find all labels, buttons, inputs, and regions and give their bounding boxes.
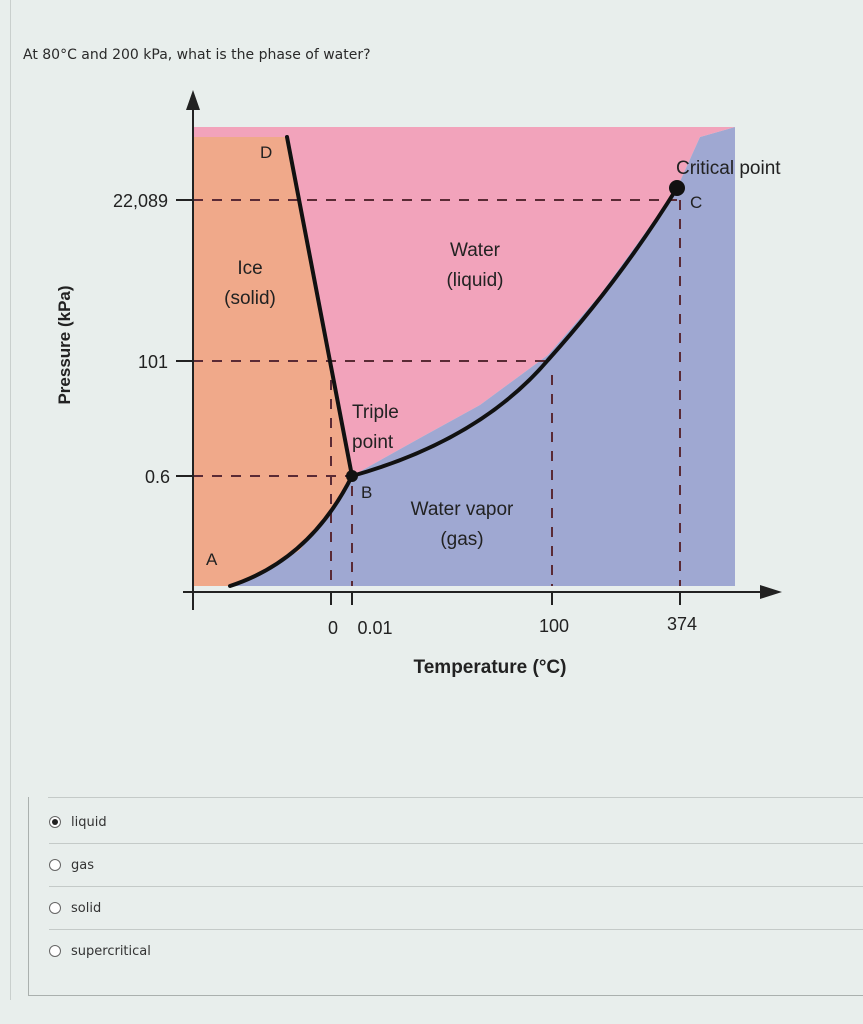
option-solid[interactable]: solid bbox=[49, 887, 863, 930]
vapor-label-2: (gas) bbox=[440, 529, 483, 550]
radio-selected-icon[interactable] bbox=[49, 816, 61, 828]
fusion-curve bbox=[285, 135, 354, 478]
vapor-region bbox=[230, 127, 735, 586]
ice-label-1: Ice bbox=[237, 258, 262, 279]
critical-point-marker bbox=[669, 180, 685, 196]
option-label: gas bbox=[71, 857, 94, 873]
point-c-label: C bbox=[690, 193, 702, 212]
point-a-label: A bbox=[206, 550, 218, 569]
point-b-label: B bbox=[361, 483, 372, 502]
y-axis-label: Pressure (kPa) bbox=[55, 285, 74, 404]
y-tick-101: 101 bbox=[138, 352, 168, 372]
liquid-label-2: (liquid) bbox=[446, 270, 503, 291]
y-tick-22089: 22,089 bbox=[113, 191, 168, 211]
liquid-region bbox=[287, 137, 700, 476]
triple-point-marker bbox=[346, 470, 358, 482]
divider bbox=[48, 797, 863, 798]
x-axis-arrow-icon bbox=[760, 585, 782, 599]
x-tick-0.01: 0.01 bbox=[357, 618, 392, 638]
radio-icon[interactable] bbox=[49, 859, 61, 871]
question-frame bbox=[10, 0, 859, 1000]
option-label: liquid bbox=[71, 814, 107, 830]
option-liquid[interactable]: liquid bbox=[49, 801, 863, 844]
option-label: solid bbox=[71, 900, 102, 916]
point-d-label: D bbox=[260, 143, 272, 162]
critical-point-label: Critical point bbox=[676, 158, 781, 179]
y-tick-0.6: 0.6 bbox=[145, 467, 170, 487]
x-tick-374: 374 bbox=[667, 614, 697, 634]
option-label: supercritical bbox=[71, 943, 151, 959]
ice-label-2: (solid) bbox=[224, 288, 276, 309]
option-gas[interactable]: gas bbox=[49, 844, 863, 887]
sublimation-curve bbox=[228, 474, 354, 588]
answer-options: liquid gas solid supercritical bbox=[28, 797, 863, 996]
radio-icon[interactable] bbox=[49, 902, 61, 914]
liquid-label-1: Water bbox=[450, 240, 501, 261]
phase-diagram: 22,089 101 0.6 0 0.01 100 374 Temperatur… bbox=[55, 90, 782, 678]
option-supercritical[interactable]: supercritical bbox=[49, 930, 863, 972]
y-axis-arrow-icon bbox=[186, 90, 200, 110]
vaporization-curve bbox=[350, 186, 679, 478]
vapor-label-1: Water vapor bbox=[411, 499, 514, 520]
radio-icon[interactable] bbox=[49, 945, 61, 957]
x-tick-100: 100 bbox=[539, 616, 569, 636]
upper-band bbox=[193, 127, 735, 137]
triple-point-label-2: point bbox=[352, 432, 394, 453]
x-tick-0: 0 bbox=[328, 618, 338, 638]
x-axis-label: Temperature (°C) bbox=[414, 657, 567, 678]
question-text: At 80°C and 200 kPa, what is the phase o… bbox=[23, 47, 371, 63]
triple-point-label-1: Triple bbox=[352, 402, 399, 423]
